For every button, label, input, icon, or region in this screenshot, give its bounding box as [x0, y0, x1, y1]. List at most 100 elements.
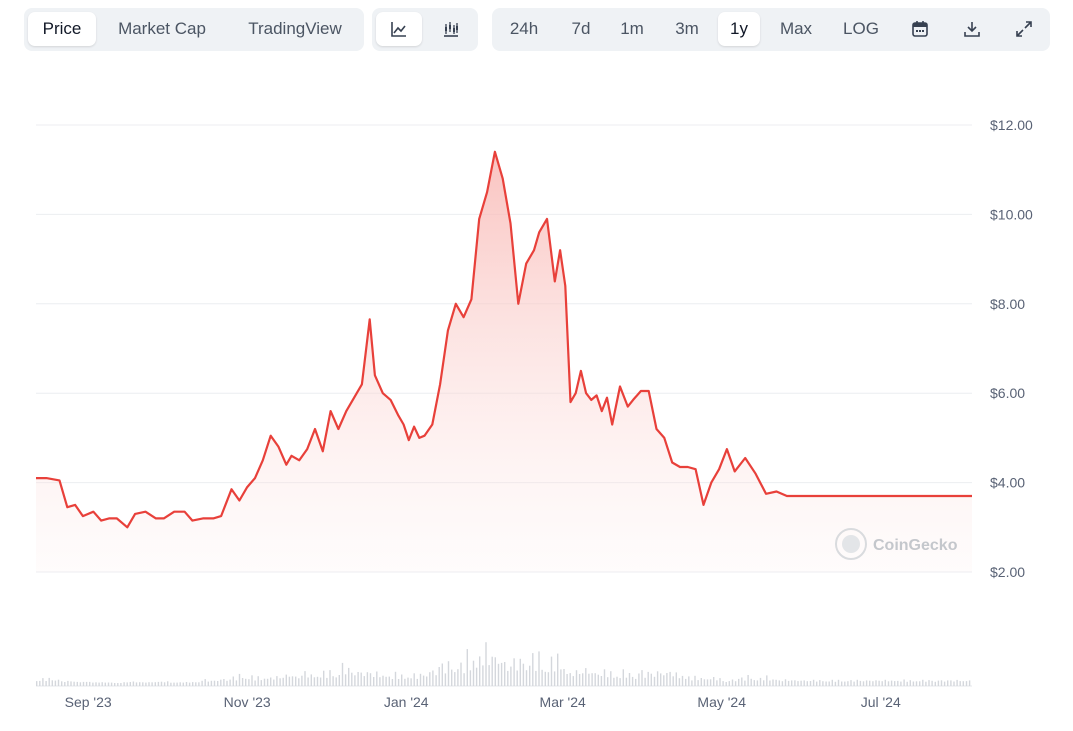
tab-price[interactable]: Price: [28, 12, 96, 46]
volume-bar: [959, 681, 961, 686]
volume-bar: [51, 680, 53, 686]
volume-bar: [404, 678, 406, 686]
download-button[interactable]: [952, 12, 992, 46]
volume-bar: [697, 680, 699, 686]
volume-bar: [535, 670, 537, 686]
volume-bar: [912, 681, 915, 686]
volume-bar: [931, 680, 933, 686]
volume-bar: [769, 680, 771, 686]
volume-bar: [429, 672, 431, 686]
volume-bar: [451, 669, 453, 686]
x-tick-label: Jan '24: [384, 694, 429, 710]
volume-bar: [357, 672, 359, 686]
candlestick-chart-icon: [444, 22, 458, 37]
volume-bar: [887, 681, 890, 686]
volume-bar: [663, 675, 665, 686]
line-chart-button[interactable]: [376, 12, 422, 46]
volume-bar: [865, 680, 868, 686]
coingecko-watermark: CoinGecko: [835, 528, 958, 560]
volume-bar: [82, 681, 85, 686]
volume-bar: [825, 681, 827, 686]
volume-bar: [753, 680, 755, 686]
download-icon: [964, 22, 980, 37]
range-7d[interactable]: 7d: [571, 19, 591, 38]
volume-bar: [79, 682, 82, 686]
volume-bar: [198, 682, 200, 686]
volume-bar: [313, 677, 316, 686]
volume-bar: [853, 681, 855, 686]
volume-bar: [92, 682, 94, 686]
volume-bar: [547, 672, 550, 686]
volume-bar: [569, 673, 571, 686]
volume-bar: [70, 681, 72, 686]
volume-bar: [279, 678, 281, 686]
candlestick-chart-button[interactable]: [428, 12, 474, 46]
volume-bar: [154, 682, 156, 686]
volume-bar: [291, 676, 294, 686]
volume-bar: [397, 679, 400, 686]
volume-bar: [831, 679, 833, 686]
fullscreen-button[interactable]: [1004, 12, 1044, 46]
volume-bar: [734, 681, 737, 686]
volume-bar: [229, 679, 231, 686]
volume-bar: [54, 680, 57, 686]
volume-bar: [953, 681, 955, 686]
tab-tradingview[interactable]: TradingView: [248, 19, 342, 38]
volume-bar: [650, 673, 652, 686]
volume-bar: [713, 677, 715, 686]
volume-bar: [622, 669, 624, 686]
volume-bar: [213, 680, 216, 686]
volume-bar: [741, 677, 743, 686]
volume-bar: [759, 677, 762, 686]
range-max[interactable]: Max: [779, 19, 813, 38]
x-tick-label: Sep '23: [65, 694, 112, 710]
volume-bar: [706, 679, 709, 686]
volume-bar: [332, 676, 334, 686]
volume-bar: [170, 682, 172, 686]
volume-bar: [828, 681, 830, 686]
volume-bar: [610, 671, 612, 686]
volume-bar: [566, 674, 568, 686]
volume-bar: [139, 682, 141, 686]
volume-bar: [101, 682, 103, 686]
volume-bar: [703, 679, 706, 686]
volume-bar: [89, 681, 91, 686]
volume-bar: [600, 676, 603, 686]
y-tick-label: $10.00: [990, 206, 1033, 222]
volume-bar: [220, 679, 222, 686]
volume-bar: [285, 674, 287, 686]
volume-bar: [763, 680, 765, 686]
volume-bar: [295, 676, 297, 686]
volume-bar: [510, 666, 512, 686]
volume-bar: [494, 657, 496, 686]
volume-bar: [603, 669, 606, 686]
volume-bar: [532, 653, 534, 686]
volume-bar: [750, 678, 752, 686]
volume-bar: [48, 677, 50, 686]
tab-market-cap[interactable]: Market Cap: [118, 19, 206, 38]
calendar-button[interactable]: [900, 12, 940, 46]
volume-bar: [135, 682, 138, 686]
volume-bar: [507, 670, 509, 686]
volume-bar: [653, 676, 656, 686]
volume-bar: [694, 675, 696, 686]
volume-bar: [85, 681, 88, 686]
range-1y[interactable]: 1y: [718, 12, 760, 46]
volume-bar: [326, 677, 328, 686]
volume-bar: [232, 676, 234, 686]
volume-bar: [747, 675, 749, 686]
volume-bar: [201, 680, 203, 686]
y-tick-label: $12.00: [990, 117, 1033, 133]
chart-type-group: [372, 8, 478, 51]
volume-bar: [619, 678, 621, 686]
range-1m[interactable]: 1m: [620, 19, 644, 38]
y-tick-label: $2.00: [990, 564, 1025, 580]
log-scale-button[interactable]: LOG: [843, 19, 879, 38]
volume-bar: [647, 671, 649, 686]
range-3m[interactable]: 3m: [675, 19, 699, 38]
volume-bar: [491, 656, 493, 686]
range-24h[interactable]: 24h: [509, 19, 539, 38]
volume-bar: [607, 677, 609, 686]
volume-bar: [588, 673, 590, 686]
